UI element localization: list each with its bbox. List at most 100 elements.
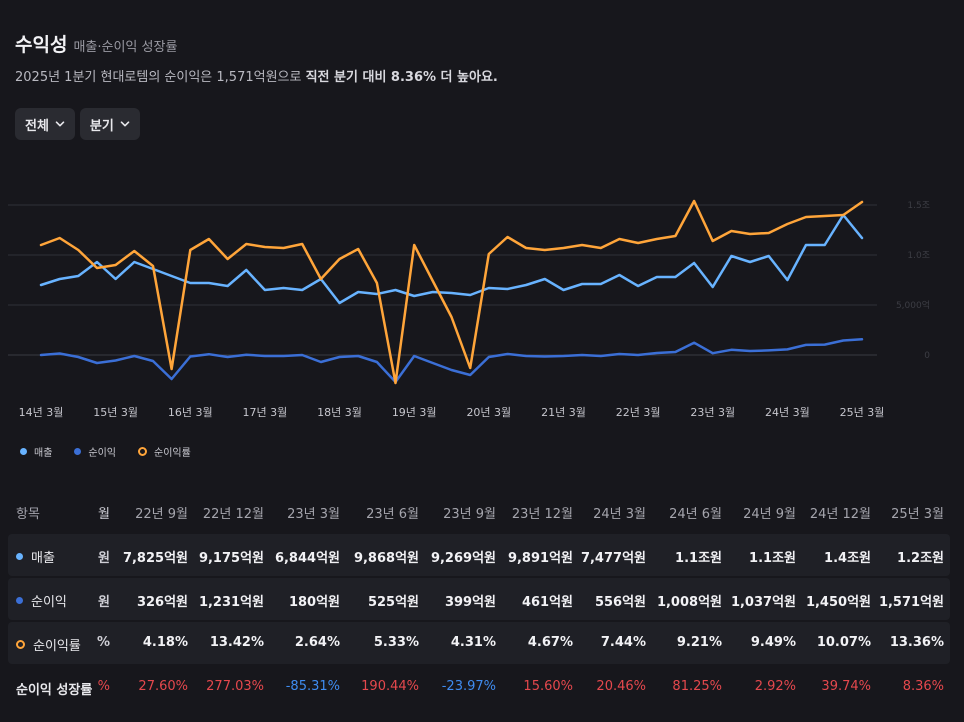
x-tick-label: 19년 3월 [392,406,437,419]
summary-highlight: 직전 분기 대비 8.36% 더 높아요. [305,70,498,85]
table-cell: 190.44% [361,679,419,694]
column-header[interactable]: 24년 6월 [669,507,722,522]
table-cell: 7,825억원 [122,551,188,566]
column-header[interactable]: 23년 12월 [511,507,573,522]
table-cell: 461억원 [521,595,573,610]
table-cell: 399억원 [444,595,496,610]
x-tick-label: 20년 3월 [466,406,511,419]
table-cell: 4.18% [142,635,188,650]
table-cell: 81.25% [672,679,722,694]
legend-net-income-label: 순이익 [88,448,117,459]
table-cell: 9,891억원 [507,551,573,566]
row-marker-revenue [16,553,23,560]
table-cell: 10.07% [816,635,871,650]
row-partial-cell: % [97,679,110,694]
row-marker-net-income [16,597,23,604]
column-header[interactable]: 23년 9월 [443,507,496,522]
x-tick-label: 21년 3월 [541,406,586,419]
filter-period-label: 분기 [89,118,114,134]
legend-net-income-marker [74,448,82,455]
summary-text: 2025년 1분기 현대로템의 순이익은 1,571억원으로 직전 분기 대비 … [15,66,498,85]
table-cell: 1.2조원 [897,551,944,566]
legend-revenue-marker [20,448,27,455]
table-row-margin: 순이익률% 4.18% 13.42% 2.64% 5.33% 4.31% 4.67% 7.44… [8,622,950,664]
y-tick-label: 0 [924,351,930,361]
row-partial-cell: 원 [98,551,110,566]
profitability-line-chart: 0 5,000억 1.0조 1.5조 14년 3월 15년 3월 16년 3월 17년 3월 1… [8,199,930,419]
page-title: 수익성 [15,34,68,56]
chart-legend: 매출 순이익 순이익률 [20,444,191,459]
column-header[interactable]: 24년 3월 [593,507,646,522]
table-cell: 6,844억원 [274,551,340,566]
table-cell: 1,037억원 [730,595,796,610]
row-label-text: 순이익 성장률 [16,683,93,698]
table-cell: 1.4조원 [824,551,871,566]
column-header[interactable]: 22년 12월 [202,507,264,522]
table-cell: 2.64% [294,635,340,650]
page-subtitle: 매출·순이익 성장률 [73,40,178,55]
table-cell: 180억원 [288,595,340,610]
row-label: 순이익 [16,591,67,610]
series-line-net-income [39,338,864,384]
table-cell: 1,008억원 [656,595,722,610]
x-tick-label: 17년 3월 [243,406,288,419]
table-cell: 1,231억원 [198,595,264,610]
table-row-revenue: 매출 원 7,825억원 9,175억원 6,844억원 9,868억원 9,269억원 9,… [8,534,950,576]
table-cell: 15.60% [523,679,573,694]
legend-revenue[interactable]: 매출 [20,444,52,459]
column-header[interactable]: 23년 3월 [287,507,340,522]
row-marker-margin [16,640,25,649]
legend-margin-label: 순이익률 [154,448,191,459]
column-header[interactable]: 23년 6월 [366,507,419,522]
table-cell: 13.42% [209,635,264,650]
x-tick-label: 25년 3월 [840,406,885,419]
row-label-text: 순이익 [31,595,67,610]
column-header[interactable]: 25년 3월 [891,507,944,522]
table-cell: 20.46% [596,679,646,694]
x-tick-label: 22년 3월 [616,406,661,419]
legend-net-income[interactable]: 순이익 [74,444,116,459]
column-header[interactable]: 24년 12월 [809,507,871,522]
table-cell: -23.97% [441,679,496,694]
table-cell: 7,477억원 [580,551,646,566]
table-cell: 39.74% [821,679,871,694]
y-tick-label: 1.0조 [907,251,930,261]
column-header[interactable]: 22년 9월 [135,507,188,522]
table-cell: 9,269억원 [430,551,496,566]
table-cell: 2.92% [754,679,796,694]
x-tick-label: 15년 3월 [93,406,138,419]
x-tick-label: 23년 3월 [690,406,735,419]
filter-period-dropdown[interactable]: 분기 [79,108,140,140]
filter-all-label: 전체 [25,118,49,134]
x-tick-label: 14년 3월 [19,406,64,419]
chevron-down-icon [120,121,130,127]
y-tick-label: 5,000억 [896,299,930,311]
table-cell: 1.1조원 [749,551,796,566]
table-cell: 5.33% [373,635,419,650]
x-tick-label: 16년 3월 [168,406,213,419]
legend-margin[interactable]: 순이익률 [138,444,191,459]
legend-revenue-label: 매출 [34,448,53,459]
table-cell: 8.36% [902,679,944,694]
chevron-down-icon [55,121,65,127]
table-cell: 326억원 [136,595,188,610]
column-header[interactable]: 24년 9월 [743,507,796,522]
table-head-label: 항목 [16,507,40,522]
summary-plain: 2025년 1분기 현대로템의 순이익은 1,571억원으로 [15,70,306,85]
table-cell: 4.31% [450,635,496,650]
title-row: 수익성 매출·순이익 성장률 [15,30,177,57]
series-line-revenue [39,213,864,305]
filter-all-dropdown[interactable]: 전체 [15,108,75,140]
table-head-partial: 월 [98,507,110,522]
table-cell: -85.31% [285,679,340,694]
row-label: 매출 [16,547,55,566]
row-partial-cell: % [96,635,110,650]
table-cell: 9.49% [750,635,796,650]
table-header-row: 항목 월 22년 9월 22년 12월 23년 3월 23년 6월 23년 9월 23년 12… [8,496,950,524]
row-label: 순이익률 [16,635,81,654]
y-tick-label: 1.5조 [907,201,930,211]
filter-bar: 전체 분기 [15,108,140,140]
table-cell: 27.60% [138,679,188,694]
row-label-text: 순이익률 [33,639,81,654]
table-row-growth: 순이익 성장률% 27.60% 277.03% -85.31% 190.44% -23.9… [8,666,950,708]
